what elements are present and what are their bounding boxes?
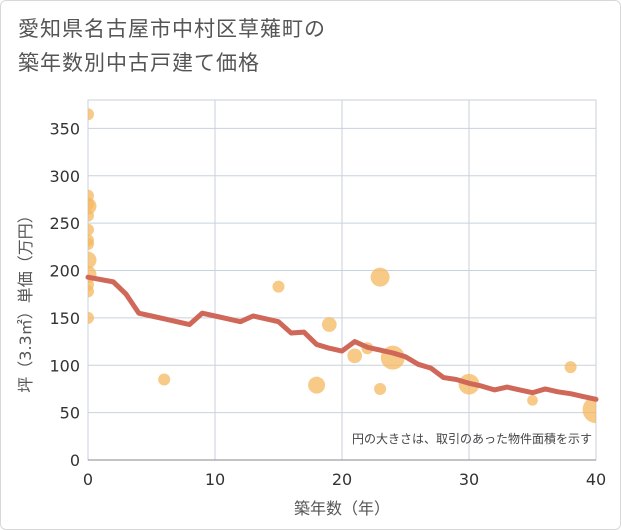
x-axis-label: 築年数（年） (294, 499, 390, 518)
title-line-2: 築年数別中古戸建て価格 (18, 51, 260, 75)
y-tick-label: 100 (49, 356, 80, 375)
data-bubble (370, 267, 390, 287)
data-bubble (88, 209, 94, 222)
y-tick-label: 50 (60, 404, 80, 423)
bubble-series (88, 108, 596, 424)
x-tick-label: 10 (205, 470, 225, 489)
y-tick-label: 0 (70, 451, 80, 470)
average-price-line (85, 274, 599, 402)
data-bubble (88, 223, 94, 236)
data-bubble (564, 361, 577, 374)
data-bubble (308, 376, 326, 394)
data-bubble (582, 396, 596, 424)
average-line-series (85, 274, 599, 402)
y-tick-label: 300 (49, 167, 80, 186)
grid-lines (87, 99, 597, 461)
y-tick-label: 350 (49, 119, 80, 138)
data-bubble (347, 348, 363, 364)
y-tick-label: 150 (49, 309, 80, 328)
y-tick-label: 250 (49, 214, 80, 233)
data-bubble (527, 394, 538, 406)
axis-ticks: 0 50 100 150 200 250 300 350 0 10 20 30 40 (49, 119, 606, 489)
y-tick-label: 200 (49, 262, 80, 281)
x-tick-label: 30 (459, 470, 479, 489)
data-bubble (88, 251, 97, 269)
x-tick-label: 0 (83, 470, 93, 489)
data-bubble (88, 311, 94, 324)
data-bubble (272, 280, 285, 293)
data-bubble (88, 238, 94, 250)
chart-title: 愛知県名古屋市中村区草薙町の 築年数別中古戸建て価格 (18, 12, 326, 80)
data-bubble (88, 108, 94, 121)
x-tick-label: 40 (586, 470, 606, 489)
data-bubble (374, 382, 387, 395)
bubble-size-note: 円の大きさは、取引のあった物件面積を示す (352, 431, 592, 446)
y-axis-label: 坪（3.3㎡）単価（万円） (16, 207, 35, 392)
data-bubble (158, 373, 171, 386)
data-bubble (321, 317, 337, 332)
title-line-1: 愛知県名古屋市中村区草薙町の (18, 17, 326, 41)
x-tick-label: 20 (332, 470, 352, 489)
data-bubble (88, 285, 94, 298)
